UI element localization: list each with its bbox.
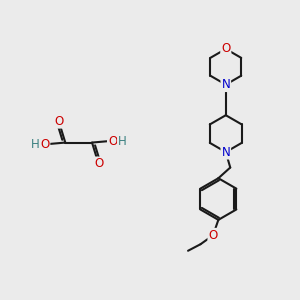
Text: H: H bbox=[118, 135, 127, 148]
Text: O: O bbox=[94, 158, 103, 170]
Text: O: O bbox=[54, 115, 63, 128]
Text: N: N bbox=[221, 78, 230, 91]
Text: O: O bbox=[221, 42, 230, 56]
Text: O: O bbox=[40, 138, 50, 151]
Text: O: O bbox=[208, 229, 217, 242]
Text: O: O bbox=[108, 135, 117, 148]
Text: N: N bbox=[221, 146, 230, 159]
Text: H: H bbox=[31, 138, 39, 151]
